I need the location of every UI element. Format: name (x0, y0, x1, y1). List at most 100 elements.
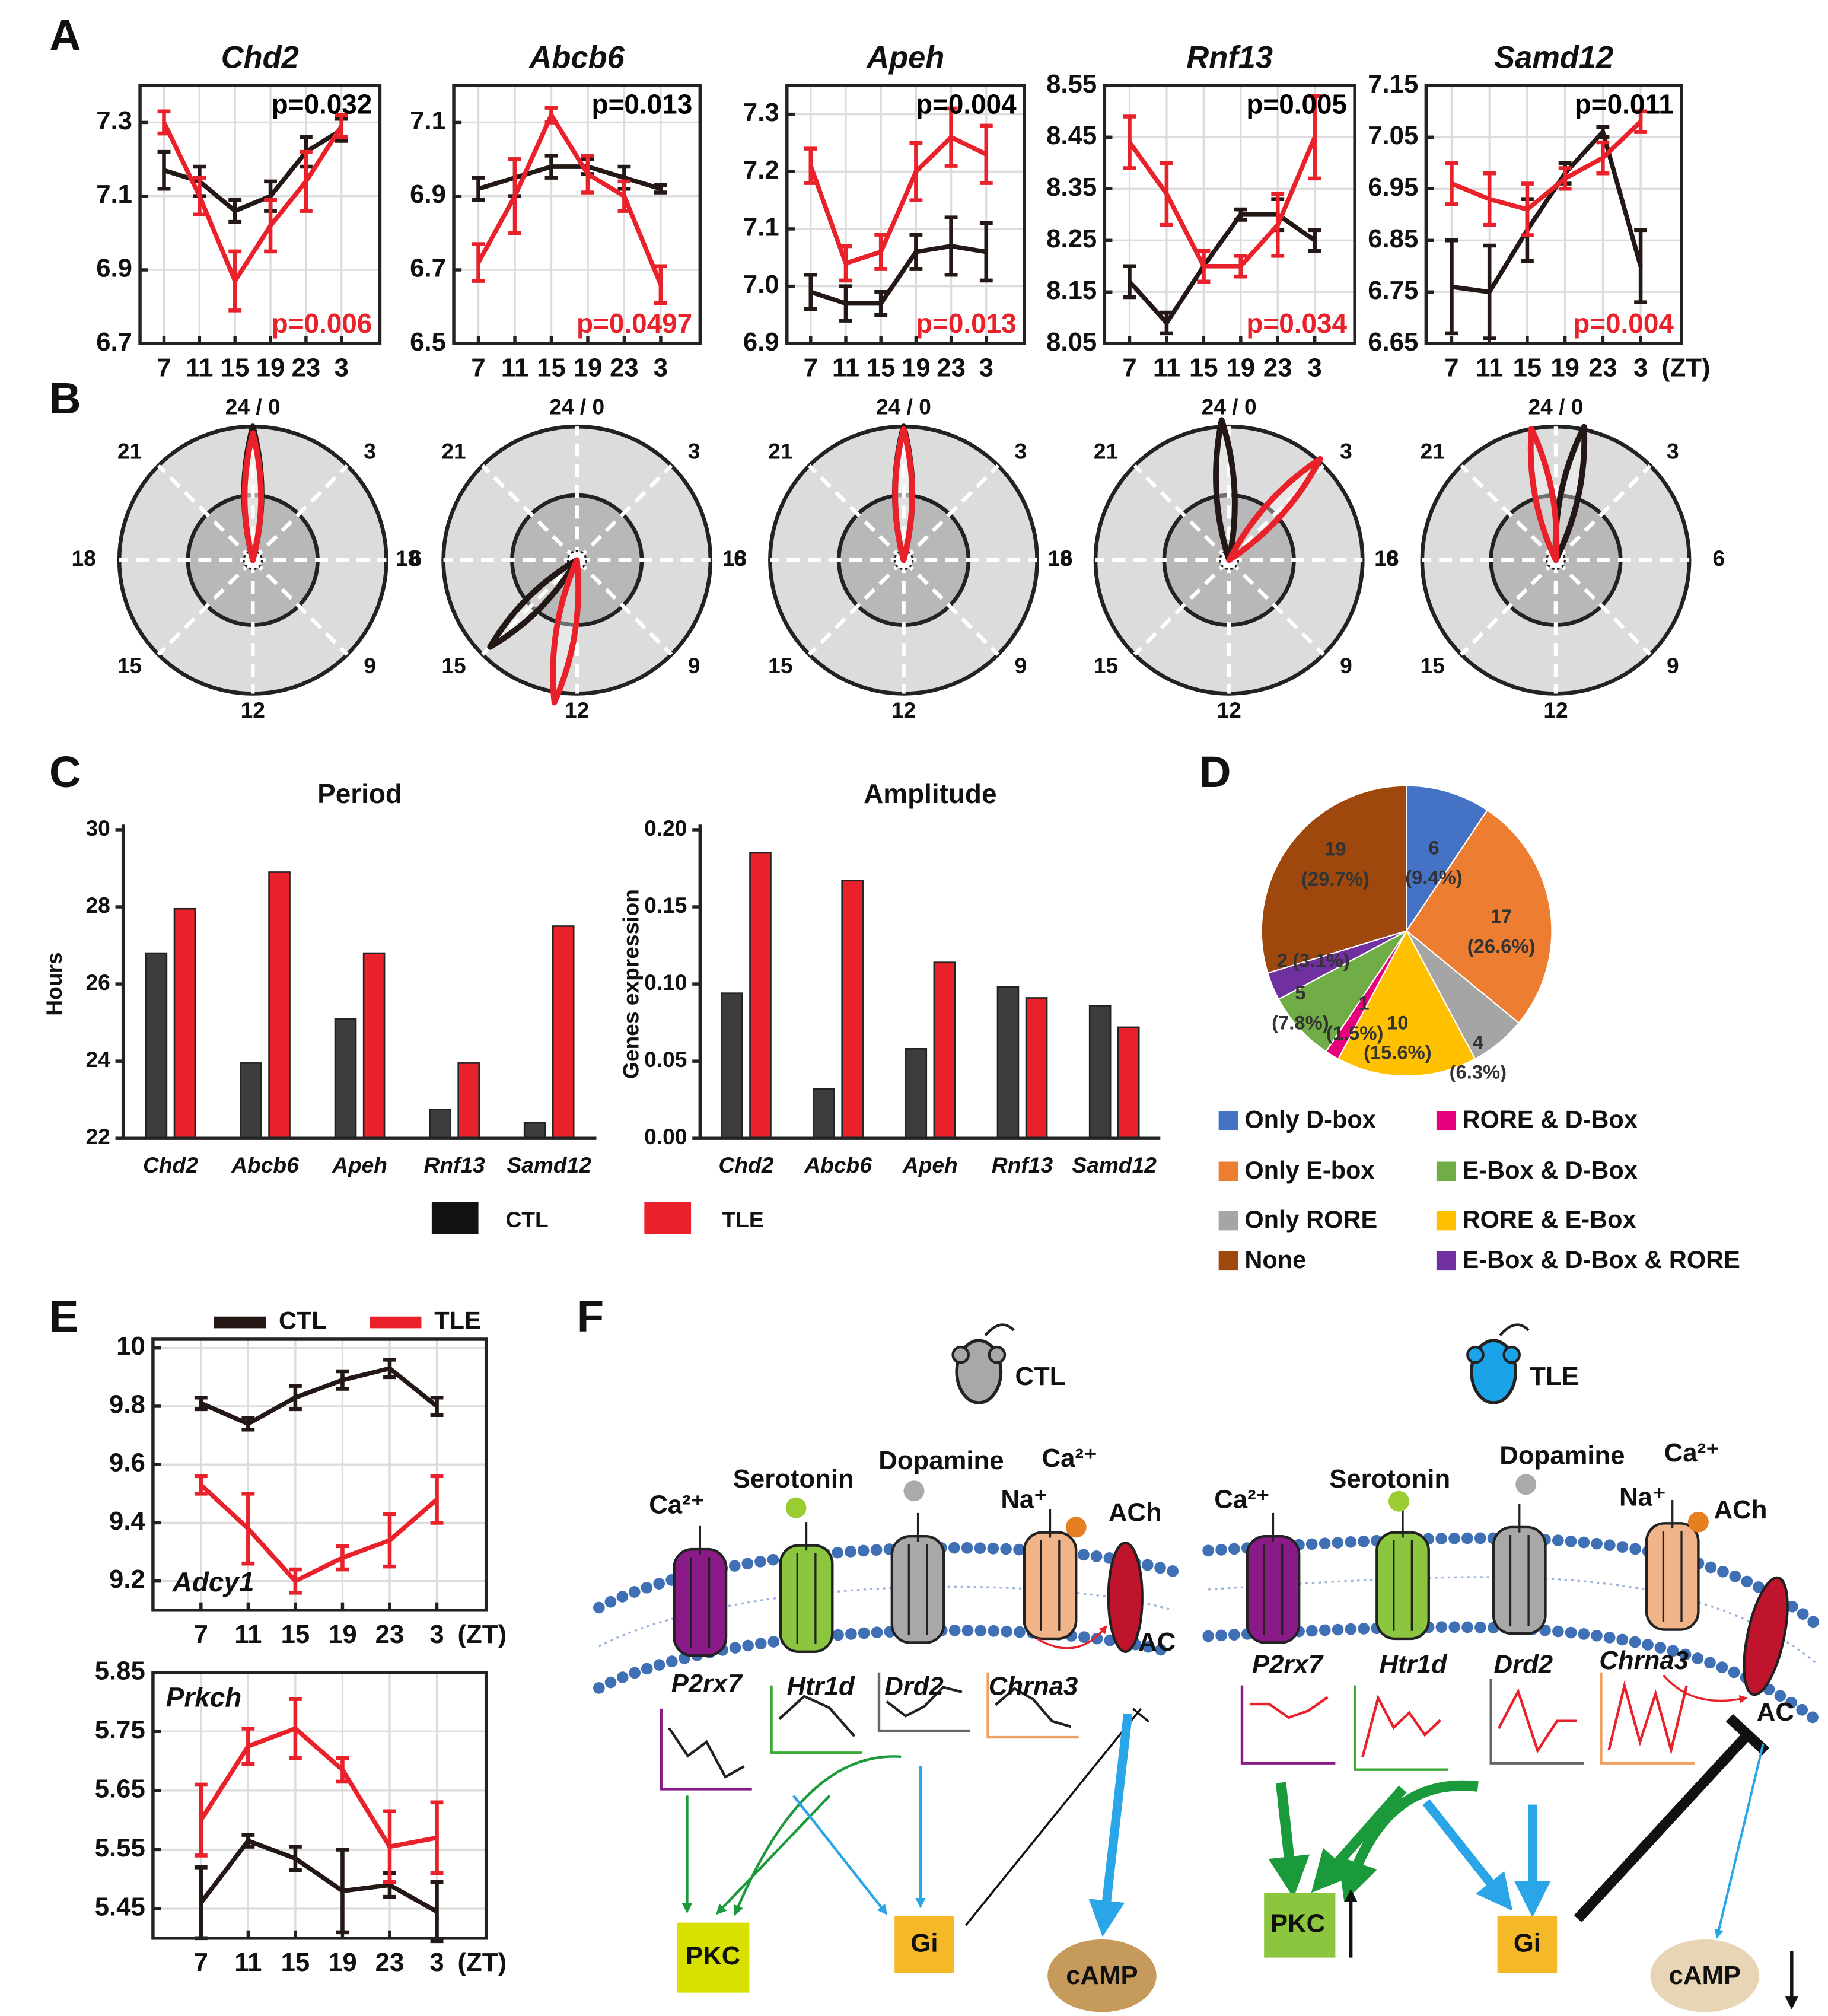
y-tick-label: 6.9 (743, 327, 779, 356)
x-tick-label: 11 (1476, 353, 1503, 383)
bar (996, 986, 1020, 1139)
receptor-detail (907, 1512, 928, 1635)
legend-label: RORE & E-Box (1463, 1205, 1636, 1233)
angular-tick-label: 24 / 0 (1528, 394, 1584, 419)
angular-tick-label: 21 (1421, 438, 1445, 463)
arrow (733, 1755, 902, 1916)
legend-swatch (1436, 1161, 1456, 1181)
x-tick-label: 7 (194, 1948, 208, 1977)
slice-count: 10 (1387, 1011, 1408, 1033)
chart-title: Samd12 (1494, 40, 1613, 75)
x-tick-label: Rnf13 (992, 1152, 1053, 1177)
angular-tick-label: 24 / 0 (1202, 394, 1257, 419)
slice-percent: (15.6%) (1364, 1042, 1432, 1063)
pie-slice (1406, 809, 1553, 1024)
angular-tick-label: 15 (441, 653, 466, 678)
ligand-label: Dopamine (1499, 1441, 1625, 1470)
x-tick-label: 15 (281, 1620, 310, 1649)
y-tick-label: 8.25 (1046, 224, 1097, 253)
y-axis-label: Genes expression (618, 889, 643, 1079)
bar (268, 871, 291, 1139)
x-tick-label: 11 (234, 1948, 262, 1977)
chart-title: Abcb6 (528, 40, 625, 75)
pie-slice (1260, 785, 1407, 974)
receptor-label: Htr1d (787, 1672, 855, 1701)
receptor (1246, 1535, 1301, 1644)
slice-percent: (3.1%) (1292, 950, 1350, 972)
legend-label: E-Box & D-Box & RORE (1463, 1246, 1740, 1273)
ligand (1515, 1474, 1537, 1495)
phase-petal (892, 426, 915, 563)
bar (1088, 1005, 1112, 1139)
receptor-detail (1040, 1509, 1061, 1631)
error-bar (194, 1474, 208, 1496)
p-value: p=0.032 (272, 88, 372, 119)
receptor-label: P2rx7 (671, 1669, 744, 1698)
y-tick-label: 7.1 (96, 180, 132, 209)
effector-label: PKC (686, 1941, 740, 1970)
phase-petal (487, 557, 580, 650)
arrow (1422, 1799, 1513, 1911)
ligand-label: Ca²⁺ (1214, 1485, 1270, 1514)
camp (1650, 1939, 1760, 2012)
angular-grid-line (1460, 464, 1558, 562)
x-tick-label: 11 (234, 1620, 262, 1649)
angular-grid-line (902, 464, 1000, 562)
x-tick-label: 19 (1550, 353, 1579, 383)
ligand (1388, 1490, 1409, 1512)
p-value: p=0.004 (1573, 308, 1674, 339)
angular-tick-label: 21 (768, 438, 792, 463)
legend-swatch (1436, 1251, 1456, 1271)
y-tick-label: 30 (85, 816, 110, 840)
y-tick-label: 7.2 (743, 155, 779, 184)
effector-label: AC (1757, 1697, 1794, 1727)
error-bar (430, 1395, 444, 1417)
receptor (1375, 1531, 1430, 1641)
line (199, 1483, 439, 1584)
arrow (716, 1794, 831, 1915)
x-tick-label: Apeh (902, 1152, 958, 1177)
x-tick-label: 19 (1226, 353, 1255, 383)
error-bar (979, 221, 993, 283)
y-tick-label: 6.9 (410, 180, 446, 209)
pie-slice (1337, 929, 1476, 1077)
x-tick-label: 19 (328, 1620, 357, 1649)
angular-tick-label: 12 (891, 698, 916, 722)
x-tick-label: 19 (328, 1948, 357, 1977)
slice-count: 19 (1324, 838, 1346, 860)
y-tick-label: 8.55 (1046, 69, 1097, 98)
x-tick-label: 15 (281, 1948, 310, 1977)
receptor-label: Htr1d (1379, 1649, 1447, 1679)
pie-slice (1406, 785, 1489, 934)
sparkline (1250, 1696, 1329, 1719)
legend-label: Only D-box (1244, 1106, 1375, 1133)
sparkline-axes (986, 1672, 1079, 1739)
receptor (1645, 1522, 1700, 1631)
x-tick-label: 3 (429, 1948, 444, 1977)
ligand-label: Dopamine (878, 1446, 1004, 1475)
panel-letter: E (49, 1292, 79, 1341)
error-bar (430, 1880, 444, 1944)
angular-tick-label: 21 (117, 438, 142, 463)
receptor-detail (1662, 1500, 1683, 1622)
error-bar (194, 1782, 208, 1858)
sparkline-axes (1240, 1685, 1336, 1765)
camp (1047, 1939, 1157, 2012)
angular-tick-label: 3 (1015, 438, 1027, 463)
sparkline-axes (1353, 1685, 1448, 1771)
angular-grid-line (1554, 558, 1652, 656)
x-tick-label: 7 (157, 353, 171, 383)
y-tick-label: 9.6 (109, 1448, 145, 1477)
angular-grid-line (807, 558, 905, 656)
panel-letter: D (1199, 747, 1231, 797)
y-tick-label: 8.15 (1046, 276, 1097, 305)
line (1128, 212, 1316, 326)
receptor (779, 1544, 834, 1653)
angular-tick-label: 15 (1421, 653, 1445, 678)
y-tick-label: 9.4 (109, 1507, 145, 1536)
p-value: p=0.006 (272, 308, 372, 339)
x-tick-label: 3 (1308, 353, 1322, 383)
gene-label: Adcy1 (172, 1566, 254, 1597)
ligand (903, 1480, 925, 1502)
angular-tick-label: 15 (117, 653, 142, 678)
